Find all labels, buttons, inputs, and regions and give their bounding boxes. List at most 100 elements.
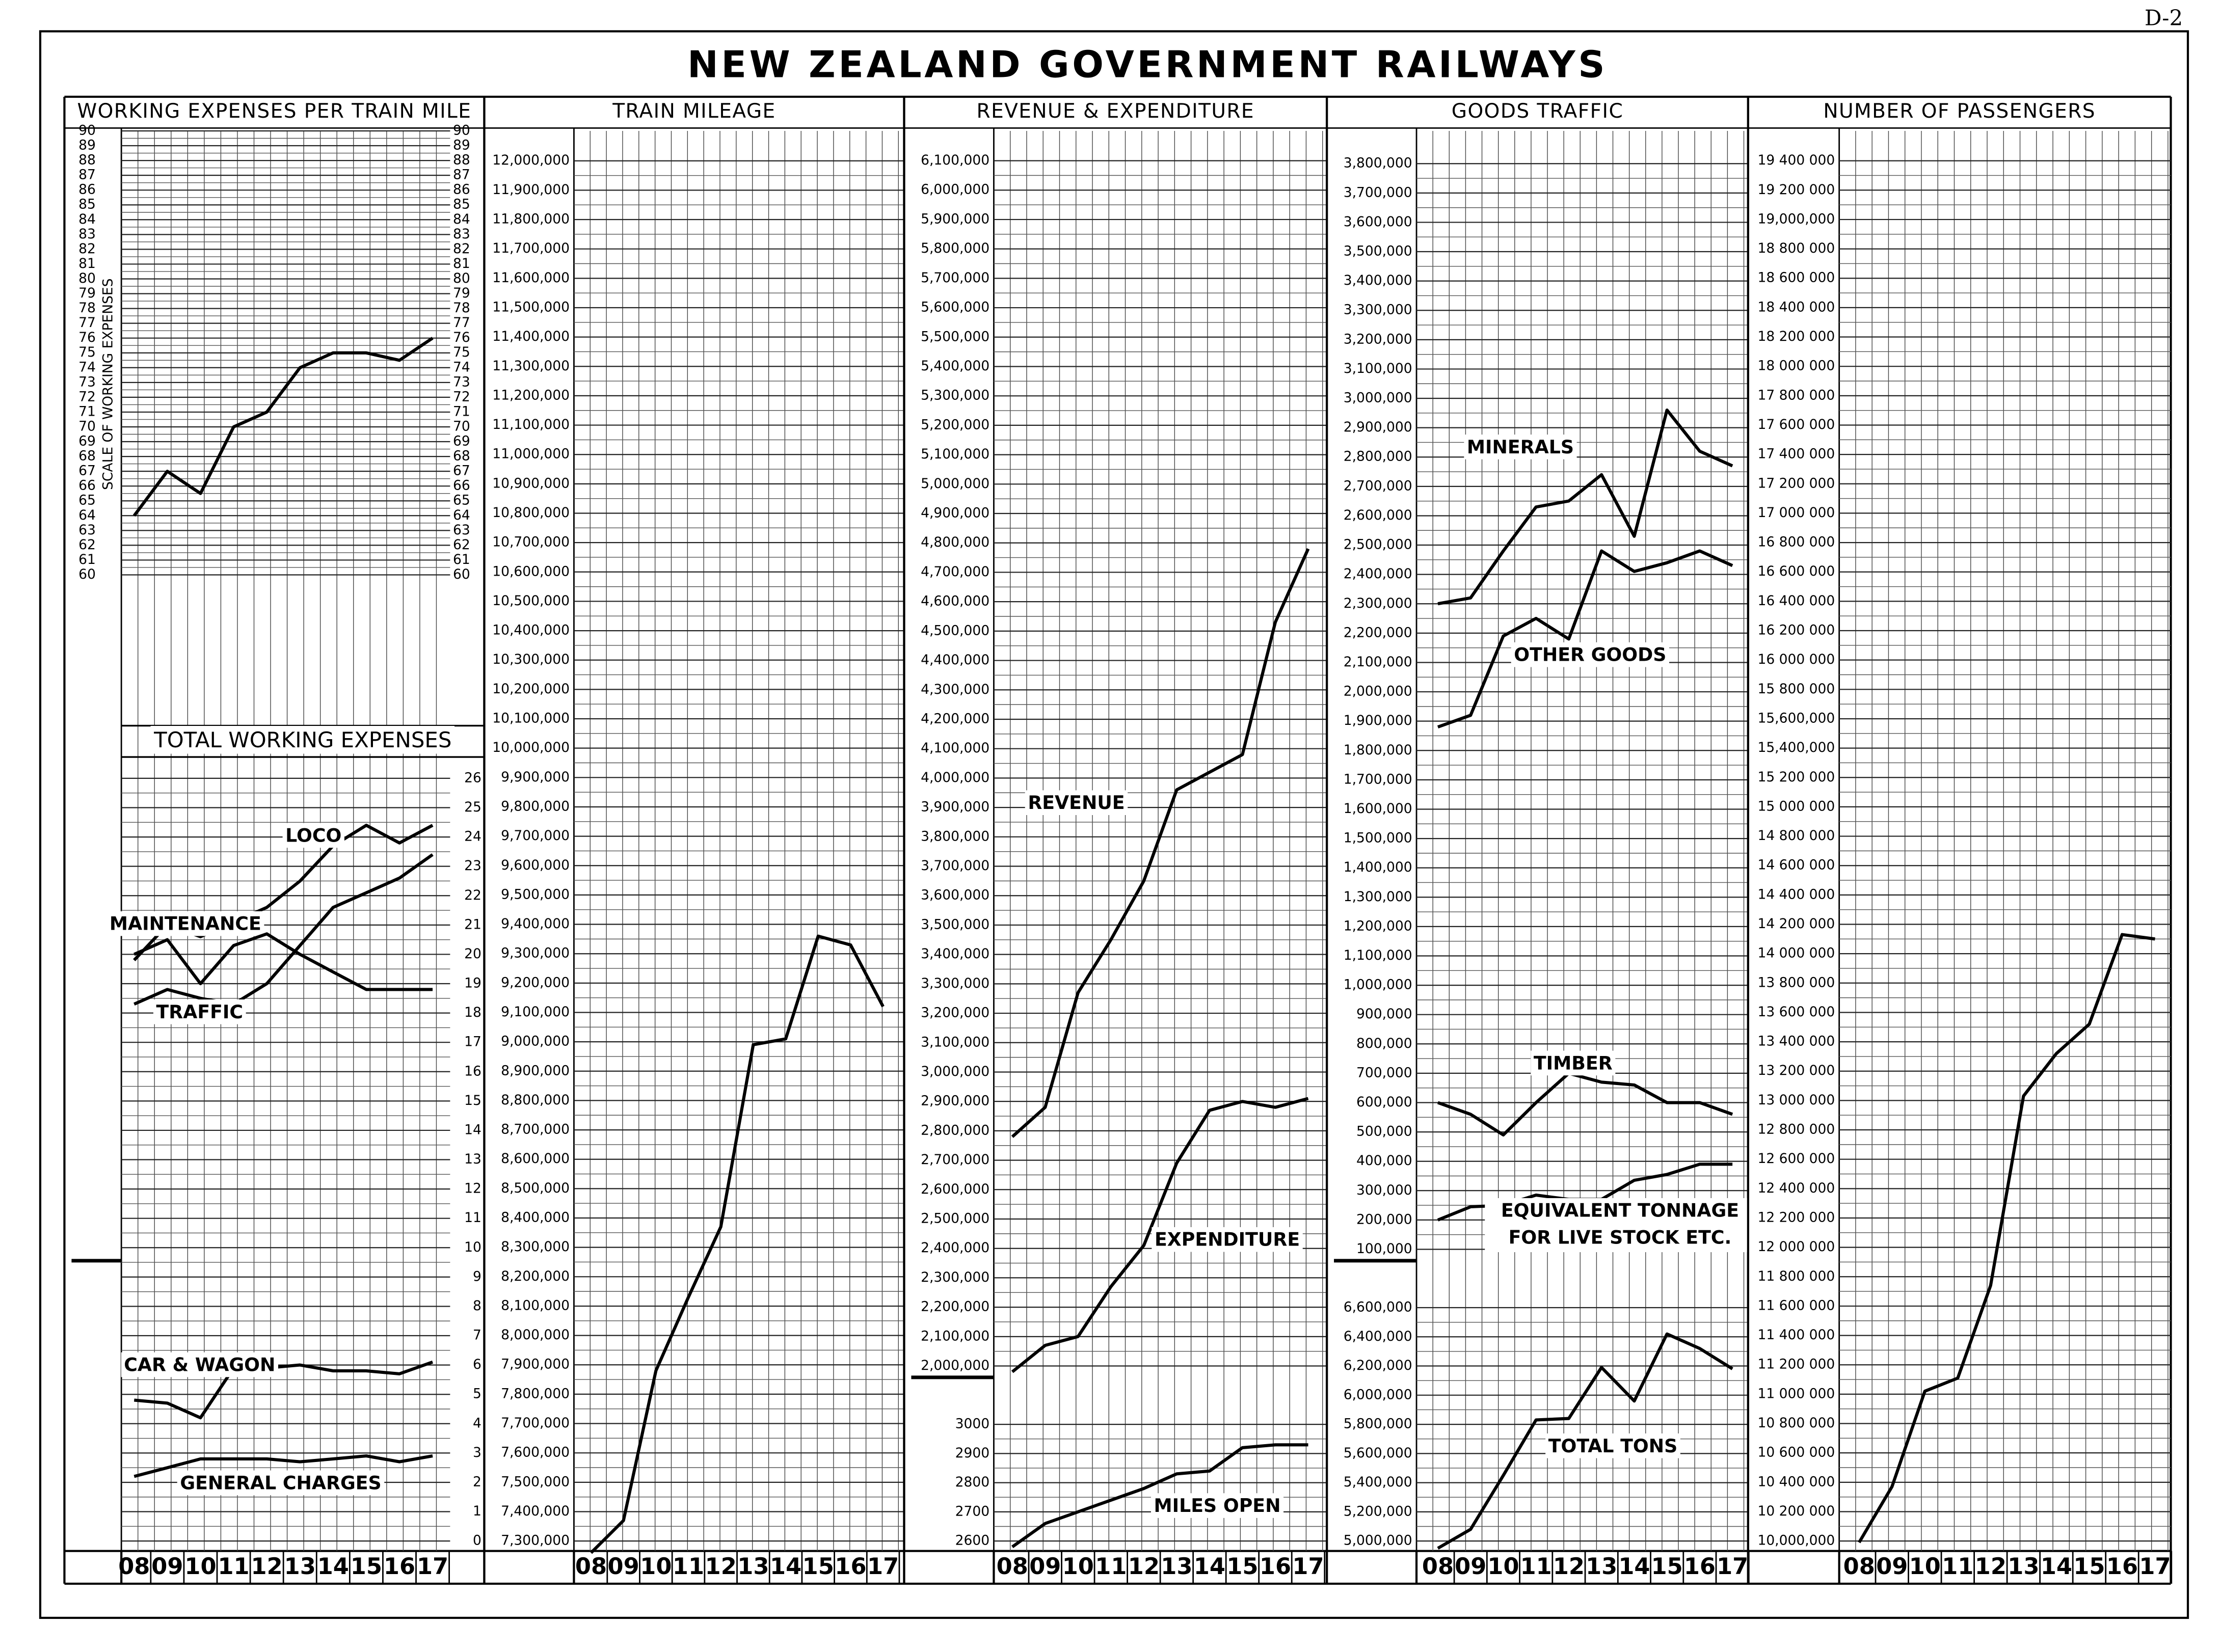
y-tick-label: 77 (453, 315, 470, 331)
x-tick-label: 08 (118, 1553, 150, 1580)
y-tick-label: 18 800 000 (1757, 240, 1835, 256)
y-tick-label: 15 800 000 (1757, 681, 1835, 697)
y-tick-label: 3,000,000 (1344, 390, 1412, 406)
y-tick-label: 3,200,000 (1344, 331, 1412, 347)
y-tick-label: 3,800,000 (921, 828, 989, 844)
series-label: LOCO (285, 824, 341, 846)
y-tick-label: 3 (473, 1445, 481, 1460)
y-tick-label: 3,700,000 (1344, 184, 1412, 200)
y-tick-label: 78 (453, 300, 470, 316)
y-tick-label: 69 (453, 434, 470, 449)
series-label: TOTAL TONS (1548, 1435, 1678, 1457)
y-tick-label: 200,000 (1356, 1211, 1412, 1227)
y-tick-label: 72 (453, 389, 470, 404)
x-tick-label: 11 (673, 1553, 704, 1580)
y-tick-label: 19 400 000 (1757, 152, 1835, 168)
y-tick-label: 15 (464, 1093, 481, 1108)
y-tick-label: 1,600,000 (1344, 801, 1412, 817)
y-tick-label: 2700 (955, 1503, 989, 1519)
y-tick-label: 25 (464, 799, 481, 815)
series-label: EXPENDITURE (1155, 1229, 1300, 1251)
y-tick-label: 75 (453, 344, 470, 360)
y-tick-label: 5,400,000 (921, 358, 989, 374)
y-tick-label: 11 (464, 1210, 481, 1226)
y-tick-label: 11,600,000 (492, 270, 570, 286)
y-tick-label: 10 (464, 1239, 481, 1255)
y-tick-label: 11 800 000 (1757, 1268, 1835, 1284)
label-background (1545, 1433, 1680, 1458)
y-tick-label: 12 200 000 (1757, 1209, 1835, 1225)
y-tick-label: 72 (78, 389, 96, 404)
y-tick-label: 4,500,000 (921, 622, 989, 638)
y-tick-label: 4,300,000 (921, 682, 989, 697)
y-tick-label: 2,000,000 (921, 1358, 989, 1373)
x-tick-label: 13 (1586, 1553, 1617, 1580)
y-tick-label: 3,400,000 (1344, 273, 1412, 288)
y-tick-label: 14 400 000 (1757, 886, 1835, 902)
y-tick-label: 17 600 000 (1757, 417, 1835, 432)
y-tick-label: 400,000 (1356, 1153, 1412, 1169)
series-line (132, 337, 434, 517)
y-tick-label: 17 000 000 (1757, 505, 1835, 521)
y-tick-label: 15 200 000 (1757, 769, 1835, 785)
y-tick-label: 2,700,000 (1344, 478, 1412, 494)
x-tick-label: 08 (575, 1553, 607, 1580)
y-tick-label: 9,100,000 (501, 1004, 570, 1020)
y-tick-label: 62 (78, 537, 96, 553)
x-tick-label: 10 (640, 1553, 672, 1580)
y-tick-label: 7 (473, 1328, 481, 1343)
y-tick-label: 10,100,000 (492, 711, 570, 726)
y-tick-label: 9,300,000 (501, 945, 570, 961)
y-tick-label: 14 800 000 (1757, 828, 1835, 844)
y-tick-label: 9,400,000 (501, 916, 570, 932)
label-background (1150, 1493, 1284, 1518)
y-tick-label: 2,100,000 (1344, 654, 1412, 670)
label-background (1531, 1050, 1616, 1076)
series-line (1437, 1071, 1733, 1136)
y-tick-label: 63 (453, 522, 470, 538)
y-tick-label: 5,600,000 (1344, 1445, 1412, 1461)
y-tick-label: 11,900,000 (492, 182, 570, 198)
series-label: MINERALS (1467, 436, 1574, 458)
y-tick-label: 79 (453, 285, 470, 301)
y-tick-label: 15 000 000 (1757, 798, 1835, 814)
x-tick-label: 16 (384, 1553, 415, 1580)
y-tick-label: 90 (78, 122, 96, 138)
y-tick-label: 4,600,000 (921, 593, 989, 609)
y-tick-label: 1,100,000 (1344, 947, 1412, 963)
y-tick-label: 5,500,000 (921, 329, 989, 344)
y-tick-label: 2800 (955, 1474, 989, 1490)
y-tick-label: 66 (453, 478, 470, 494)
y-tick-label: 16 800 000 (1757, 534, 1835, 550)
y-tick-label: 82 (78, 241, 96, 257)
y-tick-label: 10,000,000 (492, 740, 570, 755)
y-tick-label: 3,100,000 (921, 1034, 989, 1050)
y-tick-label: 3,000,000 (921, 1064, 989, 1079)
y-tick-label: 8,500,000 (501, 1180, 570, 1196)
x-tick-label: 10 (1487, 1553, 1519, 1580)
x-tick-label: 10 (1062, 1553, 1094, 1580)
y-tick-label: 17 200 000 (1757, 475, 1835, 491)
y-tick-label: 100,000 (1356, 1241, 1412, 1257)
x-tick-label: 15 (351, 1553, 382, 1580)
y-tick-label: 1,500,000 (1344, 830, 1412, 846)
y-tick-label: 14 200 000 (1757, 916, 1835, 932)
y-axis-label: SCALE OF WORKING EXPENSES (100, 278, 116, 490)
y-tick-label: 2,200,000 (1344, 625, 1412, 640)
y-tick-label: 15,600,000 (1757, 710, 1835, 726)
y-tick-label: 12 800 000 (1757, 1122, 1835, 1138)
y-tick-label: 12 400 000 (1757, 1180, 1835, 1196)
x-tick-label: 11 (218, 1553, 249, 1580)
y-tick-label: 66 (78, 478, 96, 494)
y-tick-label: 64 (453, 507, 470, 523)
y-tick-label: 11 400 000 (1757, 1327, 1835, 1343)
series-label: TIMBER (1534, 1052, 1613, 1074)
y-tick-label: 69 (78, 434, 96, 449)
x-tick-label: 14 (1194, 1553, 1225, 1580)
y-tick-label: 74 (453, 359, 470, 375)
y-tick-label: 88 (78, 152, 96, 168)
y-tick-label: 26 (464, 770, 481, 786)
section-title: TOTAL WORKING EXPENSES (153, 727, 451, 752)
y-tick-label: 60 (78, 566, 96, 582)
y-tick-label: 78 (78, 300, 96, 316)
